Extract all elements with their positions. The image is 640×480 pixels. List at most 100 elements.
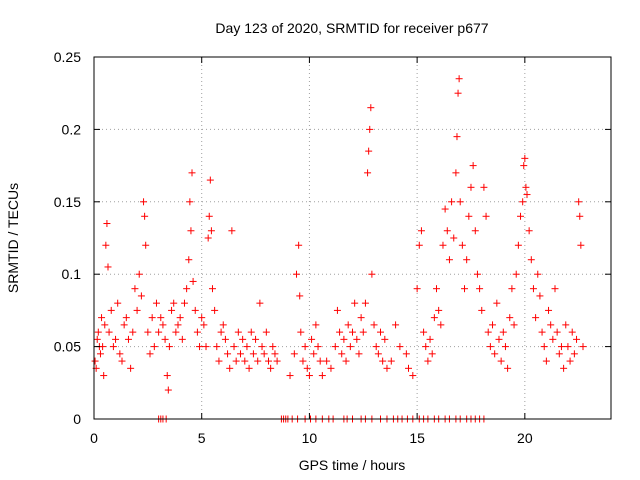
- data-point: [549, 335, 557, 343]
- data-point: [107, 306, 115, 314]
- data-point: [445, 256, 453, 264]
- data-point: [228, 227, 236, 235]
- data-point: [342, 357, 350, 365]
- data-point: [523, 191, 531, 199]
- data-point: [520, 162, 528, 170]
- data-point: [94, 328, 102, 336]
- chart-title: Day 123 of 2020, SRMTID for receiver p67…: [215, 20, 488, 36]
- data-point: [506, 314, 514, 322]
- data-point: [517, 212, 525, 220]
- data-point: [458, 241, 466, 249]
- data-point: [234, 328, 242, 336]
- data-point: [93, 335, 101, 343]
- x-tick-label: 15: [409, 430, 425, 446]
- data-point: [452, 169, 460, 177]
- data-point: [164, 386, 172, 394]
- data-point: [367, 104, 375, 112]
- data-point: [170, 299, 178, 307]
- data-point: [152, 299, 160, 307]
- data-point: [101, 321, 109, 329]
- data-point: [365, 147, 373, 155]
- data-point: [519, 198, 527, 206]
- data-point: [308, 335, 316, 343]
- data-point: [135, 270, 143, 278]
- data-point: [456, 198, 464, 206]
- data-point: [340, 335, 348, 343]
- data-point: [540, 343, 548, 351]
- data-point: [422, 343, 430, 351]
- data-point: [495, 335, 503, 343]
- data-point: [165, 343, 173, 351]
- data-point: [508, 285, 516, 293]
- data-point: [127, 364, 135, 372]
- data-point: [536, 292, 544, 300]
- data-point: [489, 321, 497, 329]
- data-point: [527, 256, 535, 264]
- data-point: [510, 321, 518, 329]
- data-point: [560, 364, 568, 372]
- x-axis-label: GPS time / hours: [299, 457, 406, 473]
- data-point: [381, 335, 389, 343]
- data-point: [318, 372, 326, 380]
- data-point: [555, 350, 563, 358]
- data-point: [161, 335, 169, 343]
- data-point: [349, 328, 356, 336]
- data-point: [514, 241, 522, 249]
- data-point: [116, 350, 124, 358]
- data-point: [353, 335, 361, 343]
- data-point: [269, 343, 277, 351]
- data-point: [476, 285, 484, 293]
- data-point: [370, 321, 378, 329]
- data-point: [118, 357, 126, 365]
- data-point: [273, 357, 281, 365]
- data-point: [323, 357, 331, 365]
- data-point: [217, 328, 225, 336]
- data-point: [226, 364, 234, 372]
- data-point: [454, 89, 462, 97]
- data-point: [168, 306, 176, 314]
- data-point: [129, 328, 137, 336]
- data-point: [271, 350, 279, 358]
- data-point: [368, 270, 376, 278]
- data-point: [344, 321, 352, 329]
- data-point: [547, 321, 555, 329]
- data-point: [532, 314, 540, 322]
- data-point: [142, 241, 150, 249]
- data-point: [91, 357, 99, 365]
- data-point: [264, 357, 272, 365]
- data-point: [146, 350, 154, 358]
- data-point: [499, 328, 507, 336]
- data-point: [254, 357, 262, 365]
- data-point: [262, 328, 270, 336]
- data-point: [267, 364, 275, 372]
- data-point: [424, 357, 432, 365]
- data-point: [243, 343, 251, 351]
- data-point: [512, 270, 520, 278]
- data-point: [150, 343, 158, 351]
- data-point: [467, 183, 475, 191]
- data-point: [346, 343, 354, 351]
- grid-lines: [94, 57, 611, 419]
- data-point: [478, 306, 486, 314]
- data-point: [482, 212, 490, 220]
- data-point: [189, 277, 197, 285]
- data-point: [100, 372, 108, 380]
- data-point: [205, 212, 213, 220]
- data-point: [491, 350, 499, 358]
- data-point: [316, 357, 324, 365]
- data-point: [497, 357, 505, 365]
- x-axis-ticks: 0 5 10 15 20: [90, 57, 533, 446]
- data-point: [415, 241, 423, 249]
- data-point: [331, 343, 339, 351]
- data-point: [109, 343, 117, 351]
- data-point: [120, 321, 128, 329]
- data-point: [295, 241, 303, 249]
- data-point: [292, 270, 300, 278]
- data-point: [522, 183, 530, 191]
- data-point: [366, 125, 374, 133]
- data-point: [461, 285, 469, 293]
- data-point: [230, 343, 238, 351]
- data-point: [372, 343, 380, 351]
- data-point: [286, 372, 294, 380]
